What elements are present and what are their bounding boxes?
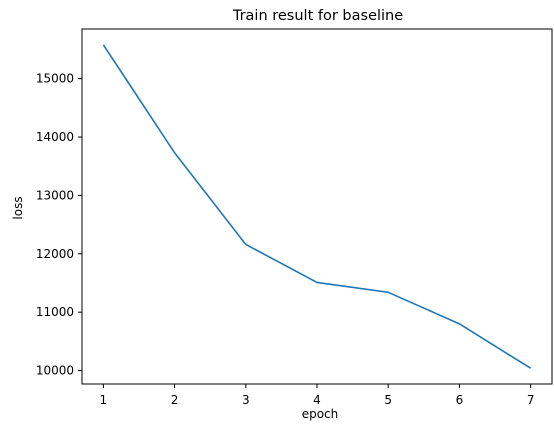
x-tick-label: 4 [313,393,321,407]
y-tick-label: 11000 [36,305,74,319]
x-tick-label: 3 [242,393,250,407]
y-tick-label: 14000 [36,130,74,144]
x-axis-label: epoch [302,407,339,421]
y-tick-label: 12000 [36,247,74,261]
y-tick-label: 15000 [36,72,74,86]
x-tick-label: 7 [527,393,535,407]
y-axis-label: loss [11,196,25,219]
y-tick-label: 13000 [36,188,74,202]
y-axis-ticks: 10000 11000 12000 13000 14000 15000 [36,72,82,378]
x-tick-label: 6 [456,393,464,407]
y-tick-label: 10000 [36,364,74,378]
x-tick-label: 2 [171,393,179,407]
x-tick-label: 5 [384,393,392,407]
plot-frame [81,28,553,385]
series-line-loss [102,44,532,369]
chart-title: Train result for baseline [232,8,403,24]
x-axis-ticks: 1 2 3 4 5 6 7 [100,384,535,407]
x-tick-label: 1 [100,393,108,407]
